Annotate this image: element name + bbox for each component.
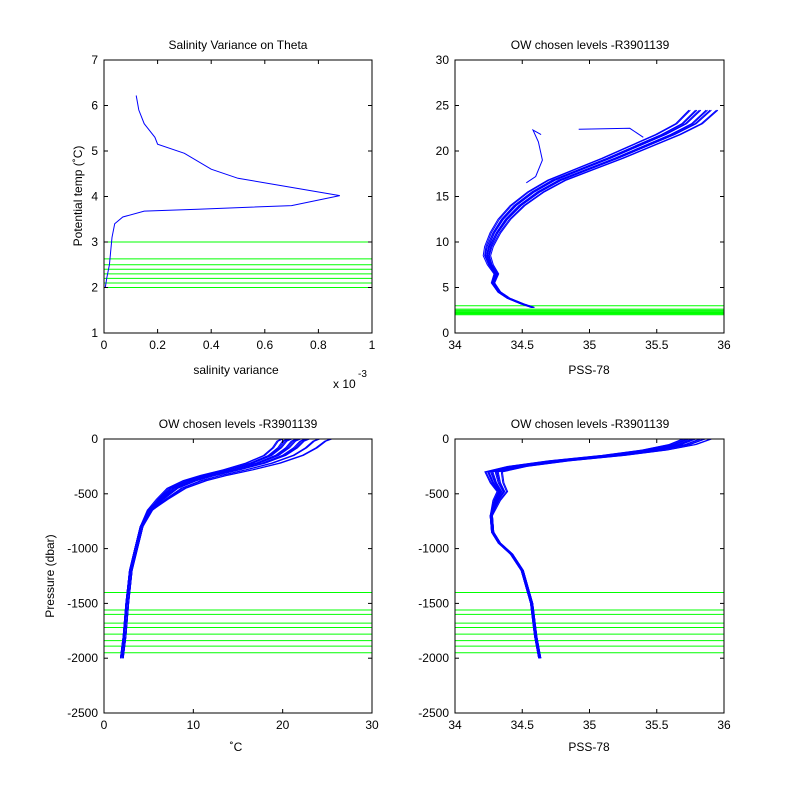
p2-y-tick-label: 25 [436,99,450,113]
p3-y-tick-label: -2500 [67,706,98,720]
p4-y-tick-label: -1500 [418,596,449,610]
p4-x-tick-label: 34 [448,718,462,732]
p1-y-tick-label: 2 [91,281,98,295]
p2-x-tick-label: 34 [448,338,462,352]
p2-profile-line [490,109,719,308]
p4-y-tick-label: -2000 [418,651,449,665]
p2-profile-line [488,109,717,308]
panel1-x-exponent: x 10 [333,377,356,391]
p2-outlier-line [578,127,644,138]
p3-x-tick-label: 10 [187,718,201,732]
panel1-xlabel: salinity variance [193,363,279,377]
p1-y-tick-label: 1 [91,326,98,340]
panel1-title: Salinity Variance on Theta [169,38,308,52]
p1-x-tick-label: 0.4 [203,338,220,352]
panel2-title: OW chosen levels -R3901139 [511,38,670,52]
p1-x-tick-label: 0.2 [149,338,166,352]
panel2-plot-area: 34 34.5 35 35.5 36 0 5 10 15 20 25 30 [436,53,731,352]
panel4-xlabel: PSS-78 [568,740,610,754]
p1-x-tick-label: 0.8 [310,338,327,352]
p3-y-tick-label: -1500 [67,596,98,610]
panel-pressure-salinity: OW chosen levels -R3901139 34 34.5 35 35.5 3… [418,417,731,754]
p1-y-tick-label: 5 [91,144,98,158]
p2-x-tick-label: 36 [717,338,731,352]
p2-y-tick-label: 30 [436,53,450,67]
p3-axes-frame [103,438,373,714]
p4-profile-line [489,438,705,659]
p4-x-tick-label: 34.5 [511,718,535,732]
panel-theta-salinity: OW chosen levels -R3901139 34 34.5 35 35.5 3… [436,38,731,377]
p2-y-tick-label: 0 [442,326,449,340]
p1-y-tick-label: 7 [91,53,98,67]
panel-pressure-temperature: OW chosen levels -R3901139 0 10 20 30 -2500 -… [43,417,379,754]
p1-y-tick-label: 6 [91,99,98,113]
p3-profile-line [120,438,331,659]
p3-y-tick-label: 0 [91,432,98,446]
p4-x-tick-label: 36 [717,718,731,732]
p3-profile-line [122,438,320,659]
p3-y-tick-label: -1000 [67,542,98,556]
panel3-title: OW chosen levels -R3901139 [159,417,318,431]
p4-x-tick-label: 35 [583,718,597,732]
p4-y-tick-label: -500 [425,487,449,501]
p2-profile-line [486,109,711,308]
p2-outlier-line [526,128,543,184]
p4-y-tick-label: -1000 [418,542,449,556]
p4-x-tick-label: 35.5 [645,718,669,732]
panel-salinity-variance: Salinity Variance on Theta 0 0.2 0.4 0.6 0.8… [71,38,376,391]
p1-x-tick-label: 1 [369,338,376,352]
panel3-xlabel: ˚C [230,740,243,754]
p2-x-tick-label: 34.5 [511,338,535,352]
p1-x-tick-label: 0.6 [256,338,273,352]
p2-y-tick-label: 5 [442,281,449,295]
p3-x-tick-label: 30 [365,718,379,732]
panel1-ylabel: Potential temp (˚C) [71,146,85,247]
p2-y-tick-label: 15 [436,190,450,204]
p4-y-tick-label: -2500 [418,706,449,720]
p1-y-tick-label: 3 [91,235,98,249]
p4-profile-line [491,438,712,659]
panel1-x-exponent-power: -3 [358,369,367,380]
p3-y-tick-label: -2000 [67,651,98,665]
p3-x-tick-label: 0 [101,718,108,732]
panel1-plot-area: 0 0.2 0.4 0.6 0.8 1 1 2 3 4 5 6 7 [91,53,375,352]
p1-x-tick-label: 0 [101,338,108,352]
p3-x-tick-label: 20 [276,718,290,732]
panel3-plot-area: 0 10 20 30 -2500 -2000 -1500 -1000 -500 0 [67,432,379,732]
panel2-xlabel: PSS-78 [568,363,610,377]
p1-y-tick-label: 4 [91,190,98,204]
p1-variance-line [104,95,340,288]
panel4-plot-area: 34 34.5 35 35.5 36 -2500 -2000 -1500 -1000 -500 0 [418,432,731,732]
p2-x-tick-label: 35.5 [645,338,669,352]
p2-y-tick-label: 20 [436,144,450,158]
p4-y-tick-label: 0 [442,432,449,446]
p2-y-tick-label: 10 [436,235,450,249]
panel4-title: OW chosen levels -R3901139 [511,417,670,431]
panel3-ylabel: Pressure (dbar) [43,534,57,617]
p3-y-tick-label: -500 [74,487,98,501]
p2-x-tick-label: 35 [583,338,597,352]
